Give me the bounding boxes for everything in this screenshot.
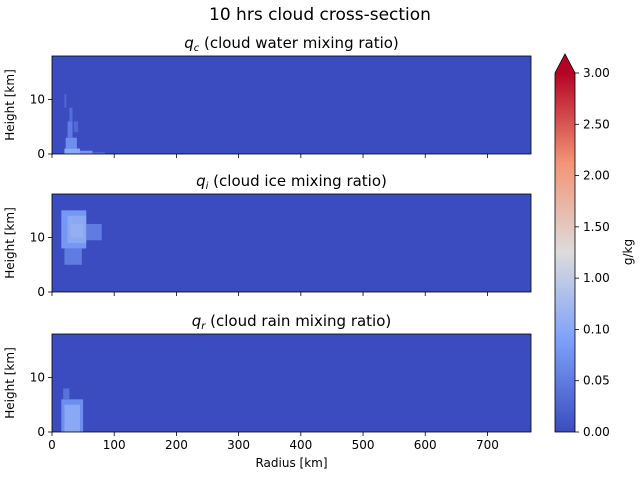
heatmap-cell (65, 137, 77, 149)
y-tick-label: 0 (37, 285, 45, 299)
colorbar: 0.00 0.05 0.10 1.00 1.50 2.00 2.50 3.00 g/kg (554, 53, 635, 439)
colorbar-extend-arrow (555, 54, 575, 73)
y-axis-label: Height [km] (3, 207, 17, 278)
panel-frame (51, 333, 532, 433)
panel-background (52, 56, 531, 154)
panel-frame (51, 193, 532, 293)
figure-title: 10 hrs cloud cross-section (209, 5, 431, 25)
heatmap-cell (63, 388, 70, 400)
x-tick-label: 400 (289, 438, 312, 452)
panel-background (52, 334, 531, 432)
colorbar-label: g/kg (621, 239, 635, 265)
heatmap-cell (64, 248, 82, 265)
x-tick-label: 0 (48, 438, 56, 452)
x-axis-label: Radius [km] (255, 456, 327, 470)
colorbar-fill (555, 73, 575, 432)
panel-background (52, 194, 531, 292)
panels-group: qc (cloud water mixing ratio) 0 10 Height [… (3, 34, 532, 470)
heatmap-cell (79, 150, 93, 154)
heatmap-cell (64, 94, 67, 108)
heatmap-cell (73, 121, 79, 133)
heatmap-cell (86, 223, 102, 241)
panel-title: qc (cloud water mixing ratio) (184, 34, 399, 54)
panel-title: qr (cloud rain mixing ratio) (192, 312, 392, 332)
y-tick-label: 10 (30, 231, 45, 245)
colorbar-outline (554, 53, 576, 433)
panel-2: qr (cloud rain mixing ratio) 0 10 Height [k… (3, 312, 532, 470)
y-tick-label: 10 (30, 371, 45, 385)
colorbar-tick-label: 2.00 (583, 169, 610, 183)
heatmap-cell (64, 148, 80, 154)
colorbar-tick-label: 1.00 (583, 271, 610, 285)
colorbar-ticks: 0.00 0.05 0.10 1.00 1.50 2.00 2.50 3.00 (575, 66, 610, 439)
colorbar-tick-label: 1.50 (583, 220, 610, 234)
heatmap-cell (67, 121, 73, 138)
colorbar-tick-label: 3.00 (583, 66, 610, 80)
panel-frame (51, 55, 532, 155)
y-axis-label: Height [km] (3, 347, 17, 418)
x-tick-label: 500 (352, 438, 375, 452)
heatmap-cell (69, 107, 73, 122)
y-tick-label: 10 (30, 93, 45, 107)
x-tick-label: 700 (476, 438, 499, 452)
y-tick-label: 0 (37, 147, 45, 161)
x-tick-label: 200 (165, 438, 188, 452)
heatmap-cell (92, 152, 105, 154)
colorbar-tick-label: 0.05 (583, 374, 610, 388)
y-axis-label: Height [km] (3, 69, 17, 140)
x-tick-label: 600 (414, 438, 437, 452)
panel-title: qi (cloud ice mixing ratio) (196, 172, 387, 192)
x-tick-label: 300 (227, 438, 250, 452)
x-tick-label: 100 (103, 438, 126, 452)
colorbar-tick-label: 0.10 (583, 322, 610, 336)
heatmap-cell (70, 223, 84, 238)
colorbar-tick-label: 2.50 (583, 117, 610, 131)
panel-1: qi (cloud ice mixing ratio) 0 10 Height [km… (3, 172, 532, 299)
panel-0: qc (cloud water mixing ratio) 0 10 Height [… (3, 34, 532, 161)
colorbar-tick-label: 0.00 (583, 425, 610, 439)
y-tick-label: 0 (37, 425, 45, 439)
heatmap-cell (67, 415, 77, 432)
